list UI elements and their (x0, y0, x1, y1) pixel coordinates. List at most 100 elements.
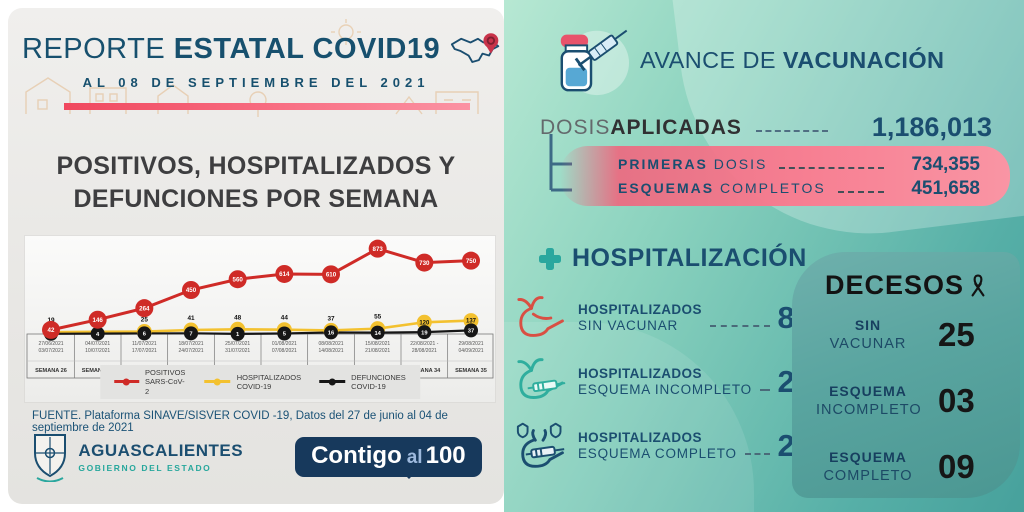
point-label: 19 (47, 317, 55, 324)
plus-cross-icon (539, 247, 561, 270)
state-crest-icon (34, 434, 67, 482)
point-label: 41 (187, 315, 195, 322)
point-label: 14 (374, 331, 381, 337)
x-axis-date: 04/09/2021 (458, 348, 483, 354)
accent-bar (64, 103, 470, 110)
point-label: 16 (328, 331, 335, 337)
point-label: 44 (281, 315, 289, 322)
report-header: REPORTE ESTATAL COVID19 AL 08 DE SEPTIEM… (8, 28, 504, 110)
chart-point (184, 326, 198, 341)
doses-applied-value: 1,186,013 (871, 112, 992, 142)
aguascalientes-logo: AGUASCALIENTES GOBIERNO DEL ESTADO (30, 432, 243, 482)
point-label: 614 (279, 271, 290, 278)
ribbon-icon (971, 274, 985, 297)
x-axis-date: 11/07/2021 (132, 341, 157, 347)
chart-title: POSITIVOS, HOSPITALIZADOS Y DEFUNCIONES … (8, 150, 504, 215)
first-doses-value: 734,355 (911, 154, 980, 175)
deaths-incomplete-row: ESQUEMA INCOMPLETO 03 (792, 382, 1020, 420)
deaths-complete-value: 09 (938, 448, 975, 485)
complete-schemes-value: 451,658 (911, 178, 980, 199)
x-axis-date: 25/07/2021 (225, 341, 250, 347)
chart-point (324, 325, 338, 340)
x-axis-date: 03/07/2021 (38, 348, 63, 354)
hospitalized-unvaccinated-row: HOSPITALIZADOS SIN VACUNAR 81 (514, 292, 812, 344)
dashed-leader (779, 167, 884, 169)
x-axis-date: 22/08/2021 - (410, 341, 438, 347)
chart-point (275, 264, 294, 283)
x-axis-date: 15/08/2021 (365, 341, 390, 347)
deaths-complete-row: ESQUEMA COMPLETO 09 (792, 448, 1020, 486)
chart-line (50, 247, 472, 332)
doses-applied-row: DOSIS APLICADAS 1,186,013 (540, 112, 992, 142)
dashed-leader (755, 129, 828, 132)
chart-point (90, 326, 105, 341)
gov-subtitle: GOBIERNO DEL ESTADO (78, 463, 212, 473)
deaths-unvaccinated-row: SIN VACUNAR 25 (792, 316, 1020, 354)
x-axis-date: 28/08/2021 (412, 348, 437, 354)
chart-line (50, 319, 472, 334)
point-label: 146 (93, 317, 104, 324)
chart-point (322, 265, 340, 284)
x-axis-date: 10/07/2021 (85, 348, 110, 354)
doses-label: DOSIS (540, 115, 611, 139)
x-axis-week: SEMANA 34 (408, 368, 441, 374)
chart-title-line1: POSITIVOS, HOSPITALIZADOS Y (56, 152, 456, 180)
point-label: 42 (48, 327, 55, 334)
x-axis-date: 17/07/2021 (132, 348, 157, 354)
vaccination-heading: AVANCE DE VACUNACIÓN (640, 46, 945, 73)
x-axis-date: 29/08/2021 (458, 341, 483, 347)
x-axis-date: 01/08/2021 (272, 341, 297, 347)
first-doses-row: PRIMERAS DOSIS 734,355 (618, 154, 980, 175)
x-axis-week: SEMANA 26 (35, 368, 67, 374)
chart-point (88, 310, 107, 329)
dashed-leader (744, 453, 770, 455)
point-label: 4 (96, 332, 100, 338)
chart-point (417, 325, 432, 340)
source-note: FUENTE. Plataforma SINAVE/SISVER COVID -… (32, 410, 448, 434)
x-axis-date: 31/07/2021 (225, 348, 250, 354)
dashed-leader (837, 191, 884, 193)
x-axis-week: SEMANA 27 (82, 368, 114, 374)
deaths-heading: DECESOS (792, 270, 1020, 301)
vaccination-header: AVANCE DE VACUNACIÓN (548, 22, 944, 98)
point-label: 750 (466, 258, 477, 265)
chart-legend: POSITIVOS SARS-CoV-2 HOSPITALIZADOS COVID-1… (100, 364, 420, 399)
chart-line (50, 329, 472, 336)
point-label: 137 (466, 319, 477, 325)
point-label: 120 (419, 320, 430, 326)
mexico-map-pin-icon (451, 33, 500, 63)
contigo-al-100-logo: Contigo al 100 (295, 437, 482, 479)
syringe-vial-icon (560, 29, 630, 96)
chart-point (416, 314, 432, 330)
point-label: 560 (233, 276, 244, 283)
chart-point (462, 251, 480, 270)
point-label: 25 (141, 317, 149, 324)
dashed-leader (759, 389, 770, 391)
deaths-unvaccinated-value: 25 (938, 316, 975, 353)
point-label: 55 (374, 314, 382, 321)
chart-point (368, 239, 387, 258)
hospitalized-incomplete-row: HOSPITALIZADOS ESQUEMA INCOMPLETO 28 (514, 356, 812, 408)
legend-item: DEFUNCIONES COVID-19 (319, 373, 406, 392)
point-label: 450 (186, 287, 197, 294)
x-axis-date: 21/08/2021 (365, 348, 390, 354)
point-label: 7 (189, 332, 192, 338)
x-axis-date: 14/08/2021 (318, 348, 343, 354)
x-axis-date: 27/06/2021 (38, 341, 63, 347)
x-axis-date: 04/07/2021 (85, 341, 110, 347)
chart-title-line2: DEFUNCIONES POR SEMANA (73, 184, 439, 213)
point-label: 610 (326, 272, 337, 279)
deaths-panel: DECESOS SIN VACUNAR 25 ESQUEMA INCOMPLET… (792, 252, 1020, 498)
chart-point (228, 270, 247, 289)
point-label: 1 (236, 332, 240, 338)
point-label: 37 (327, 315, 335, 322)
chart-point (182, 281, 200, 299)
point-label: 37 (468, 329, 474, 335)
hospitalization-heading: HOSPITALIZACIÓN (538, 244, 807, 273)
logos-row: AGUASCALIENTES GOBIERNO DEL ESTADO Conti… (8, 432, 504, 482)
arm-complete-scheme-icon (516, 422, 565, 468)
chart-point (137, 326, 152, 341)
chart-point (464, 323, 478, 338)
point-label: 5 (283, 332, 287, 338)
